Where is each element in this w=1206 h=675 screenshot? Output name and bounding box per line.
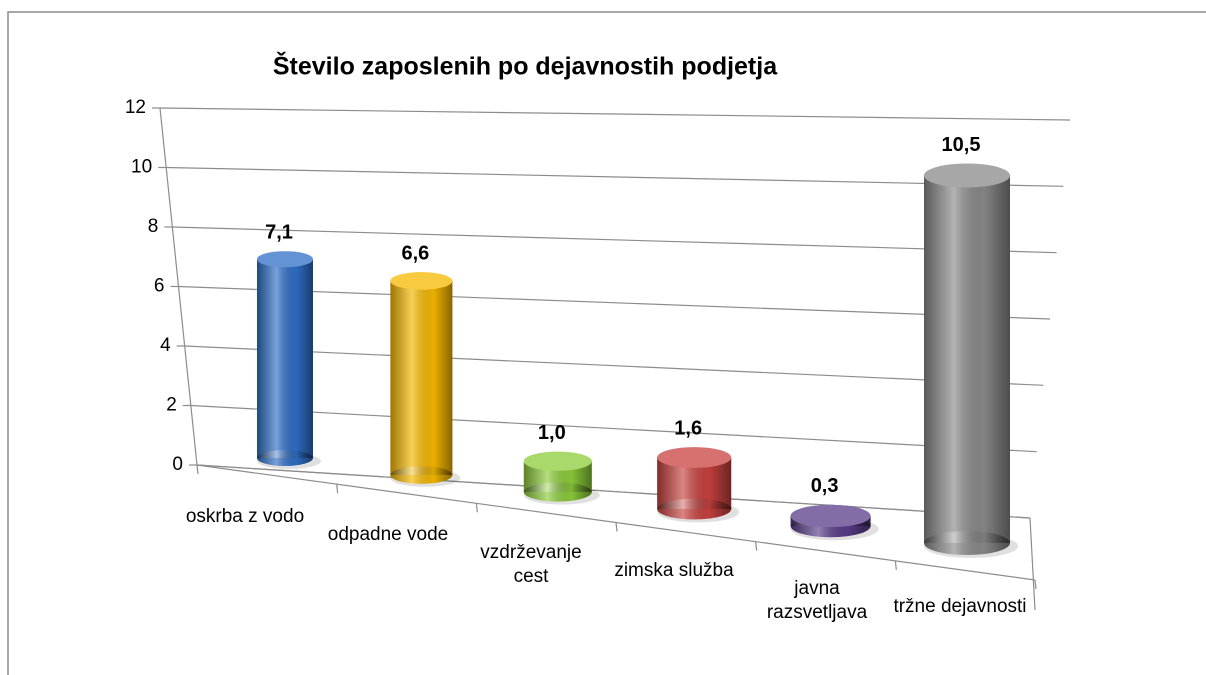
x-tick-label: oskrba z vodo xyxy=(185,506,305,527)
x-tick xyxy=(615,522,618,532)
cylinder xyxy=(924,163,1018,558)
cylinder-shade xyxy=(390,280,453,475)
cylinder-top xyxy=(924,163,1010,188)
cylinder-top-light xyxy=(790,504,871,528)
x-tick xyxy=(894,560,897,570)
x-tick xyxy=(336,484,339,494)
cylinder xyxy=(390,272,461,487)
chart-border xyxy=(7,11,1206,675)
y-tick-label: 8 xyxy=(148,216,159,237)
cylinder-top-light xyxy=(523,451,592,471)
y-tick-label: 10 xyxy=(131,157,152,178)
floor-edge xyxy=(1029,517,1036,611)
x-tick-label: tržne dejavnosti xyxy=(893,596,1027,617)
cylinder xyxy=(257,251,321,469)
y-tick-label: 2 xyxy=(166,395,177,416)
x-tick-label: odpadne vode xyxy=(327,524,449,545)
cylinder-top-light xyxy=(924,163,1010,188)
x-tick xyxy=(196,464,199,475)
cylinder-top xyxy=(523,451,592,471)
cylinder-top-light xyxy=(390,272,453,290)
value-label: 10,5 xyxy=(942,134,981,156)
grid-line xyxy=(159,107,1071,121)
y-tick-label: 12 xyxy=(125,97,146,118)
cylinder-top xyxy=(657,447,732,468)
cylinder-top xyxy=(390,272,453,290)
x-tick xyxy=(1034,579,1037,590)
value-label: 1,6 xyxy=(674,417,702,439)
cylinder xyxy=(657,447,740,523)
cylinder-top xyxy=(790,504,871,528)
value-label: 1,0 xyxy=(538,422,566,444)
cylinder-top-light xyxy=(257,251,313,268)
cylinder xyxy=(523,451,600,505)
grid-line xyxy=(166,166,1064,187)
y-tick-label: 4 xyxy=(160,335,171,356)
grid-line xyxy=(178,285,1051,320)
y-tick-label: 6 xyxy=(154,276,165,297)
cylinder-top-light xyxy=(657,447,732,468)
grid-line xyxy=(190,404,1037,453)
cylinder-shade xyxy=(924,175,1010,543)
grid-line xyxy=(184,345,1044,386)
x-axis xyxy=(196,464,1031,519)
x-tick-label: vzdrževanje cest xyxy=(480,542,582,587)
x-tick-label: zimska služba xyxy=(614,560,734,581)
y-axis xyxy=(159,107,198,466)
value-label: 6,6 xyxy=(401,242,429,264)
cylinder-top xyxy=(257,251,313,268)
value-label: 0,3 xyxy=(811,475,839,497)
value-label: 7,1 xyxy=(265,221,293,243)
y-tick-label: 0 xyxy=(172,454,183,475)
grid-line xyxy=(172,226,1057,254)
x-tick xyxy=(475,503,478,513)
cylinder xyxy=(790,504,879,541)
chart-title: Število zaposlenih po dejavnostih podjet… xyxy=(273,51,778,81)
x-tick xyxy=(755,541,758,551)
cylinder-shade xyxy=(257,259,313,458)
x-tick-label: javna razsvetljava xyxy=(766,578,868,623)
